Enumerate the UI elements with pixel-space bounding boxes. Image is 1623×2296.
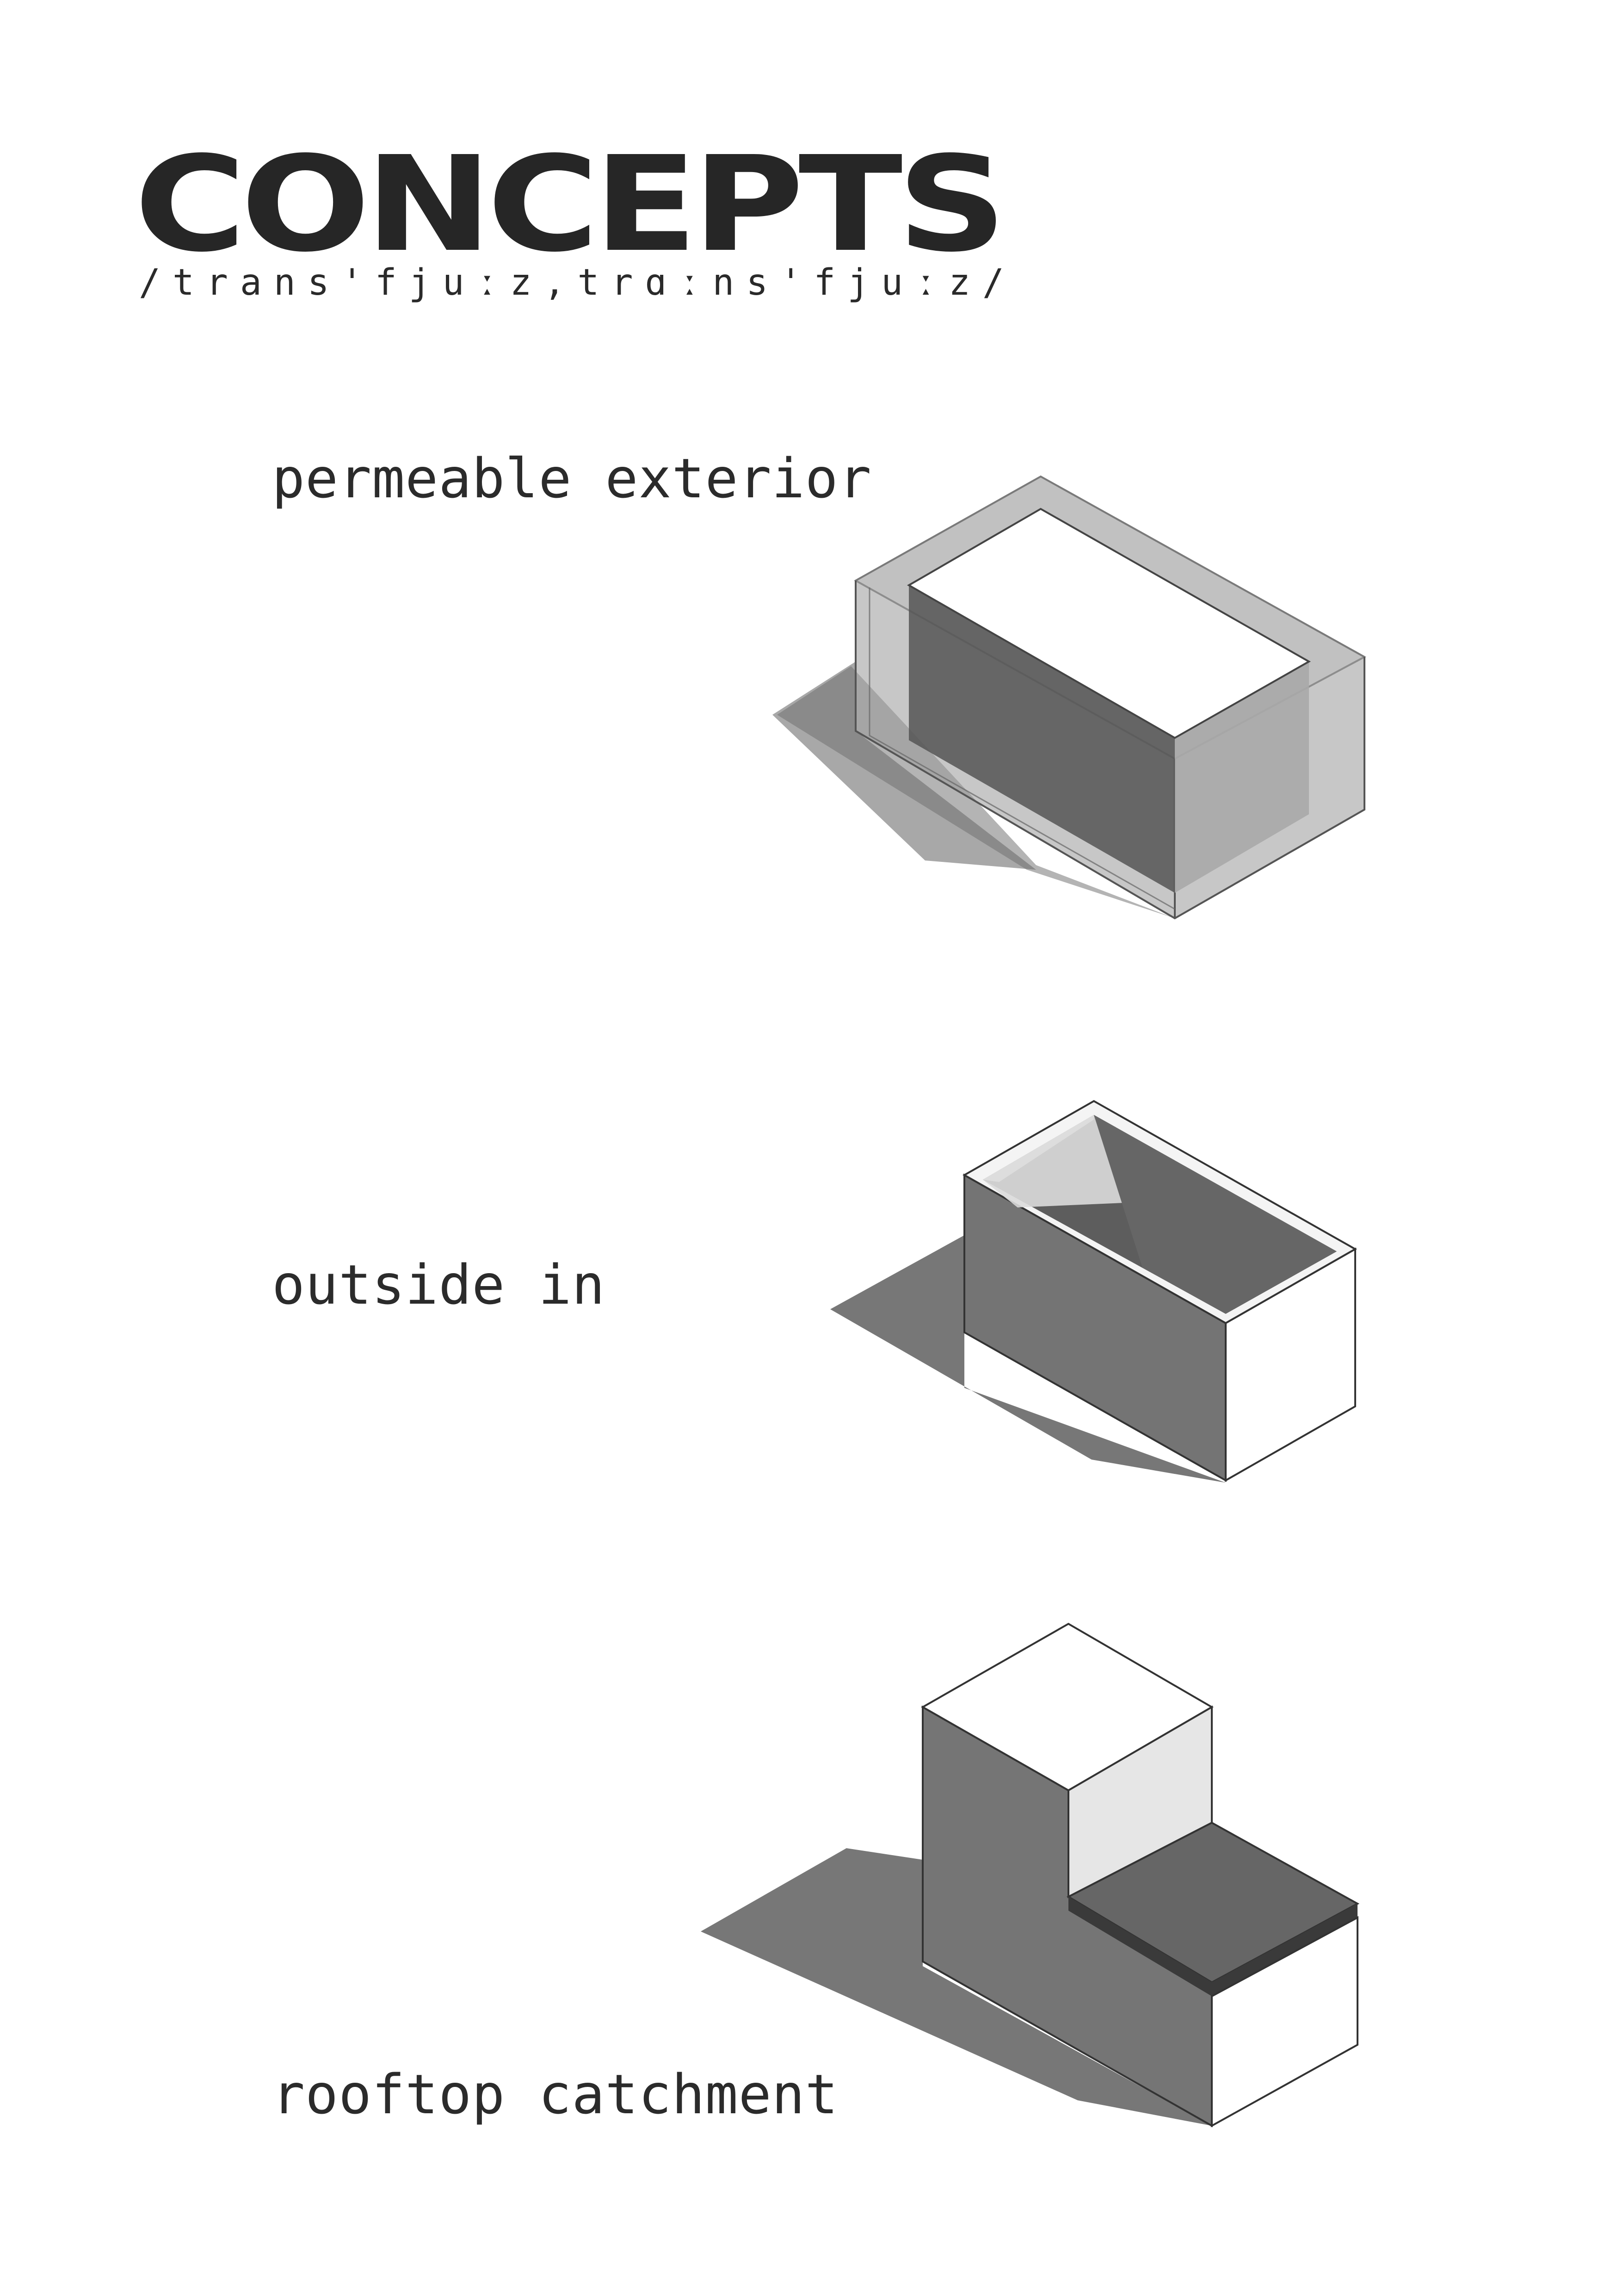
phonetic-transcription: /trans'fjuːz,trɑːns'fjuːz/	[139, 262, 1016, 303]
concept-label-rooftop-catchment: rooftop catchment	[272, 2062, 839, 2126]
translucent-shell-box-diagram	[772, 475, 1367, 920]
concept-label-outside-in: outside in	[272, 1253, 605, 1317]
page-title: CONCEPTS	[134, 128, 1007, 281]
stepped-roof-box-diagram	[701, 1622, 1360, 2128]
concept-label-permeable-exterior: permeable exterior	[272, 446, 872, 510]
open-top-box-diagram	[830, 1100, 1358, 1483]
